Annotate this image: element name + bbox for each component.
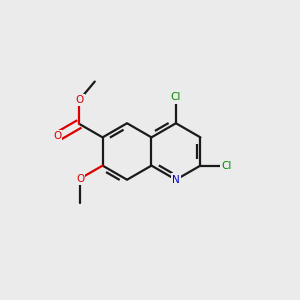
- Text: O: O: [53, 131, 61, 141]
- Text: Cl: Cl: [221, 160, 232, 171]
- Text: O: O: [75, 95, 83, 105]
- Text: O: O: [76, 174, 84, 184]
- Text: Cl: Cl: [171, 92, 181, 102]
- Text: N: N: [172, 175, 180, 185]
